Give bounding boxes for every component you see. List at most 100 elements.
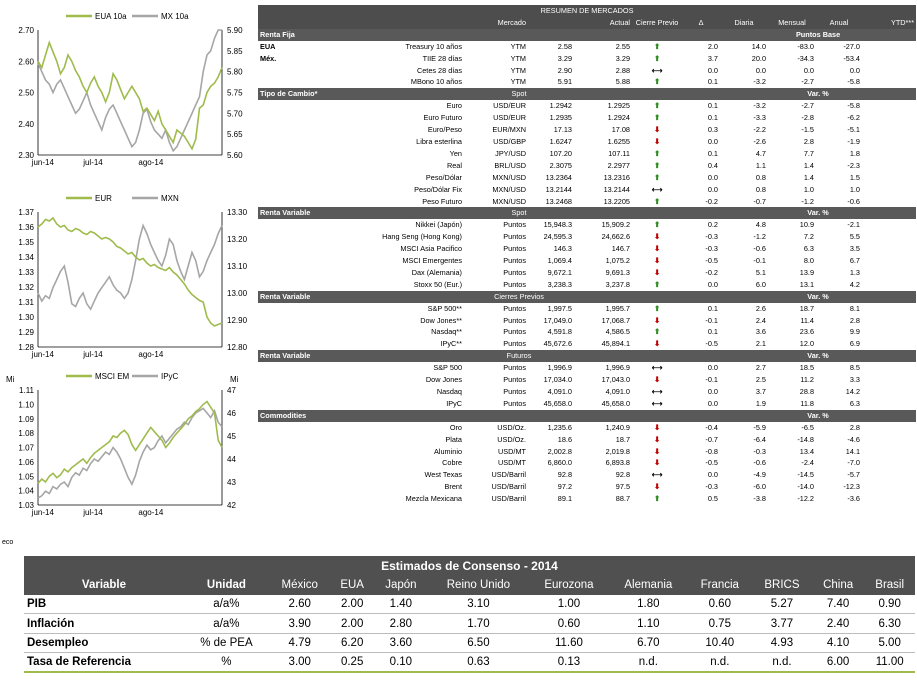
row-name: MBono 10 años [410,77,462,87]
row-monthly: -1.2 [753,232,766,242]
legend-label-2: MX 10a [161,12,189,21]
row-previous: 6,893.8 [605,458,630,468]
row-actual: 89.1 [557,494,572,504]
row-unit: Puntos [503,256,526,266]
row-ytd: -2.1 [847,220,860,230]
change-arrow-icon: ⬇ [653,244,661,254]
row-previous: 88.7 [615,494,630,504]
y-tick-label: 1.37 [18,208,34,217]
y2-tick-label: 13.10 [227,262,248,271]
consensus-header: Eurozona [528,575,610,595]
row-ytd: 1.8 [849,148,860,158]
section-sub: Spot [464,207,574,220]
row-region [258,446,294,458]
consensus-cell: 3.77 [752,613,812,634]
row-annual: 23.6 [799,327,814,337]
row-monthly: -0.3 [753,446,766,456]
section-unit: Var. % [720,88,917,101]
row-name: Mezcla Mexicana [405,494,462,504]
row-daily: 0.1 [707,113,718,123]
y2-tick-label: 5.65 [227,130,243,139]
change-arrow-icon: ⬆ [653,494,661,504]
row-name: Peso/Dólar Fix [414,184,462,194]
change-arrow-icon: ⬆ [653,160,661,170]
row-daily: 0.0 [707,65,718,75]
row-annual: -14.8 [797,434,814,444]
row-unit: Puntos [503,220,526,230]
chart-equities: MSCI EM IPyC Mi Mi 1.11 1.10 1.09 1.08 1.07 1.06 1… [0,368,256,523]
change-arrow-icon: ⬆ [653,101,661,111]
change-arrow-icon: ⬇ [653,434,661,444]
row-monthly: -3.8 [753,494,766,504]
row-daily: -0.3 [705,482,718,492]
row-annual: -2.8 [801,113,814,123]
market-row: MSCI Emergentes Puntos 1,069.4 1,075.2 ⬇ -0.5… [258,255,916,267]
row-daily: 0.0 [707,136,718,146]
section-sub: Spot [464,88,574,101]
section-sub: Futuros [464,350,574,363]
row-actual: 5.91 [557,77,572,87]
row-ytd: 1.3 [849,267,860,277]
row-unit: Puntos [503,232,526,242]
change-arrow-icon: ⬇ [653,232,661,242]
market-row: Dow Jones** Puntos 17,049.0 17,068.7 ⬇ -0.1 2.… [258,315,916,327]
change-arrow-icon: ⟷ [651,387,663,396]
row-daily: 0.0 [707,398,718,408]
row-unit: BRL/USD [494,160,526,170]
section-name: Renta Fija [258,28,464,41]
row-name: Nasdaq** [431,327,462,337]
row-annual: 13.4 [799,446,814,456]
y2-tick-label: 5.75 [227,89,243,98]
consensus-row: Desempleo% de PEA 4.79 6.20 3.60 6.50 11.60 6.… [24,633,915,653]
y2-tick-label: 5.85 [227,47,243,56]
y-tick-label: 1.09 [18,415,34,424]
consensus-cell: 1.70 [428,613,529,634]
row-region [258,255,294,267]
market-row: Nikkei (Japón) Puntos 15,948.3 15,909.2 ⬆ 0.2… [258,219,916,231]
row-previous: 146.7 [611,244,630,254]
row-previous: 17,068.7 [601,315,630,325]
y2-tick-label: 13.30 [227,208,248,217]
row-daily: 0.0 [707,363,718,373]
market-row: EUA Treasury 10 años YTM 2.58 2.55 ⬆ 2.0 14.0 -8… [258,41,916,53]
row-monthly: 3.7 [755,387,766,396]
change-arrow-icon: ⬇ [653,375,661,385]
row-annual: 1.4 [803,172,814,182]
market-row: Aluminio USD/MT 2,002.8 2,019.8 ⬇ -0.8 -0.3 13.… [258,446,916,458]
row-daily: -0.3 [705,232,718,242]
hdr-anual: Anual [816,16,862,29]
x-tick-label: jun-14 [31,508,55,517]
row-actual: 4,591.8 [547,327,572,337]
row-actual: 17,049.0 [543,315,572,325]
consensus-cell: 1.00 [528,594,610,615]
row-ytd: -7.0 [847,458,860,468]
row-actual: 3.29 [557,53,572,63]
change-arrow-icon: ⬆ [653,303,661,313]
x-tick-label: jul-14 [82,158,103,167]
row-region [258,398,294,410]
row-previous: 13.2205 [603,196,630,206]
market-summary-table: RESUMEN DE MERCADOS Mercado Actual Cierre P… [258,5,917,505]
row-monthly: -5.9 [753,422,766,432]
row-ytd: -5.8 [847,77,860,87]
consensus-cell: a/a% [183,613,269,634]
row-region [258,338,294,350]
consensus-header: Japón [373,575,429,595]
row-region [258,184,294,196]
row-daily: 0.2 [707,220,718,230]
unit-label-right: Mi [230,375,239,384]
row-monthly: 0.8 [755,184,766,194]
row-monthly: 2.4 [755,315,766,325]
row-region [258,160,294,172]
row-annual: 2.8 [803,136,814,146]
row-actual: 1.2935 [549,113,572,123]
row-name: Hang Seng (Hong Kong) [382,232,462,242]
market-row: Peso Futuro MXN/USD 13.2468 13.2205 ⬆ -0.2 -0.… [258,196,916,208]
row-region: EUA [260,41,276,51]
hdr-mensual: Mensual [768,16,816,29]
change-arrow-icon: ⬇ [653,482,661,492]
row-actual: 9,672.1 [547,267,572,277]
row-actual: 24,595.3 [543,232,572,242]
row-name: Oro [449,422,462,432]
row-actual: 2.58 [557,41,572,51]
